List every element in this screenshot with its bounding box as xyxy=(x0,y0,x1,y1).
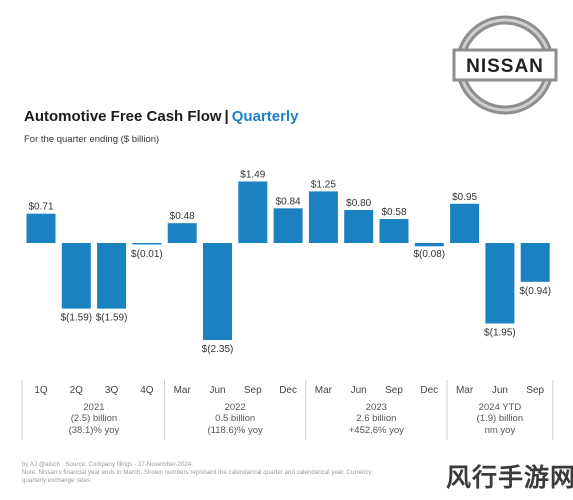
footer-notes: by AJ @aloch · Source: Company filings ·… xyxy=(22,461,452,485)
title-separator: | xyxy=(224,108,229,125)
data-label-7: $0.84 xyxy=(276,196,301,207)
group-yoy-2: +452.6% yoy xyxy=(349,425,404,436)
tick-label-5: Jun xyxy=(209,385,225,396)
data-label-5: $(2.35) xyxy=(202,344,234,355)
group-yoy-0: (38.1)% yoy xyxy=(69,425,120,436)
bar-9 xyxy=(344,209,374,243)
group-year-1: 2022 xyxy=(225,402,246,413)
title-main: Automotive Free Cash Flow xyxy=(24,108,222,125)
bar-13 xyxy=(485,243,515,324)
data-label-1: $(1.59) xyxy=(60,313,92,324)
bar-10 xyxy=(379,219,409,243)
tick-label-7: Dec xyxy=(279,385,297,396)
logo-text: NISSAN xyxy=(466,56,544,77)
data-label-6: $1.49 xyxy=(240,170,265,181)
tick-label-12: Mar xyxy=(456,385,474,396)
tick-label-2: 3Q xyxy=(105,385,119,396)
watermark: 风行手游网 xyxy=(446,464,573,492)
data-label-8: $1.25 xyxy=(311,179,336,190)
bar-3 xyxy=(132,243,162,245)
bar-6 xyxy=(238,181,268,243)
group-year-2: 2023 xyxy=(366,402,387,413)
group-total-1: 0.5 billion xyxy=(215,413,255,424)
group-total-0: (2.5) billion xyxy=(71,413,117,424)
group-year-3: 2024 YTD xyxy=(479,402,522,413)
tick-label-14: Sep xyxy=(526,385,544,396)
group-total-2: 2.6 billion xyxy=(356,413,396,424)
data-label-2: $(1.59) xyxy=(96,313,128,324)
chart-title: Automotive Free Cash Flow | Quarterly xyxy=(24,108,298,125)
nissan-logo: NISSAN xyxy=(452,15,558,115)
bar-7 xyxy=(273,208,303,243)
bar-1 xyxy=(61,243,91,309)
data-label-11: $(0.08) xyxy=(413,249,445,260)
bar-5 xyxy=(203,243,232,340)
data-label-9: $0.80 xyxy=(346,198,371,209)
footer-line-2: Note: Nissan's financial year ends in Ma… xyxy=(22,469,374,476)
bar-11 xyxy=(414,243,444,247)
group-yoy-1: (118.6)% yoy xyxy=(208,425,264,436)
tick-label-4: Mar xyxy=(174,385,192,396)
tick-label-9: Jun xyxy=(351,385,367,396)
bar-12 xyxy=(450,203,480,243)
footer-line-1: by AJ @aloch · Source: Company filings ·… xyxy=(22,461,194,468)
tick-label-1: 2Q xyxy=(70,385,84,396)
group-total-3: (1.9) billion xyxy=(477,413,523,424)
data-label-12: $0.95 xyxy=(452,192,477,203)
tick-label-10: Sep xyxy=(385,385,403,396)
tick-label-0: 1Q xyxy=(34,385,48,396)
tick-label-8: Mar xyxy=(315,385,333,396)
bar-0 xyxy=(26,213,56,243)
group-year-0: 2021 xyxy=(83,402,104,413)
data-label-3: $(0.01) xyxy=(131,249,163,260)
data-label-13: $(1.95) xyxy=(484,327,516,338)
bar-4 xyxy=(167,223,197,243)
bar-14 xyxy=(520,243,550,282)
tick-label-13: Jun xyxy=(492,385,508,396)
data-label-4: $0.48 xyxy=(170,211,195,222)
footer-line-3: quarterly exchange rates. xyxy=(22,477,92,484)
data-label-0: $0.71 xyxy=(28,202,53,213)
tick-label-3: 4Q xyxy=(140,385,154,396)
chart-subtitle: For the quarter ending ($ billion) xyxy=(24,134,160,145)
title-accent: Quarterly xyxy=(231,108,299,125)
bar-8 xyxy=(308,191,338,243)
bar-2 xyxy=(97,243,127,309)
tick-label-11: Dec xyxy=(420,385,438,396)
group-yoy-3: nm yoy xyxy=(485,425,516,436)
data-label-14: $(0.94) xyxy=(519,286,551,297)
data-label-10: $0.58 xyxy=(381,207,406,218)
tick-label-6: Sep xyxy=(244,385,262,396)
